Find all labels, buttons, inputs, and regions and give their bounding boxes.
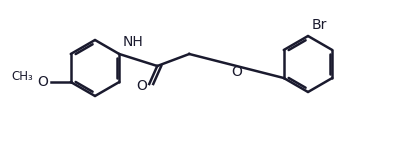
Text: O: O (37, 75, 48, 89)
Text: Br: Br (312, 18, 327, 32)
Text: O: O (136, 79, 147, 93)
Text: O: O (231, 65, 242, 79)
Text: NH: NH (122, 35, 143, 49)
Text: CH₃: CH₃ (11, 69, 33, 82)
